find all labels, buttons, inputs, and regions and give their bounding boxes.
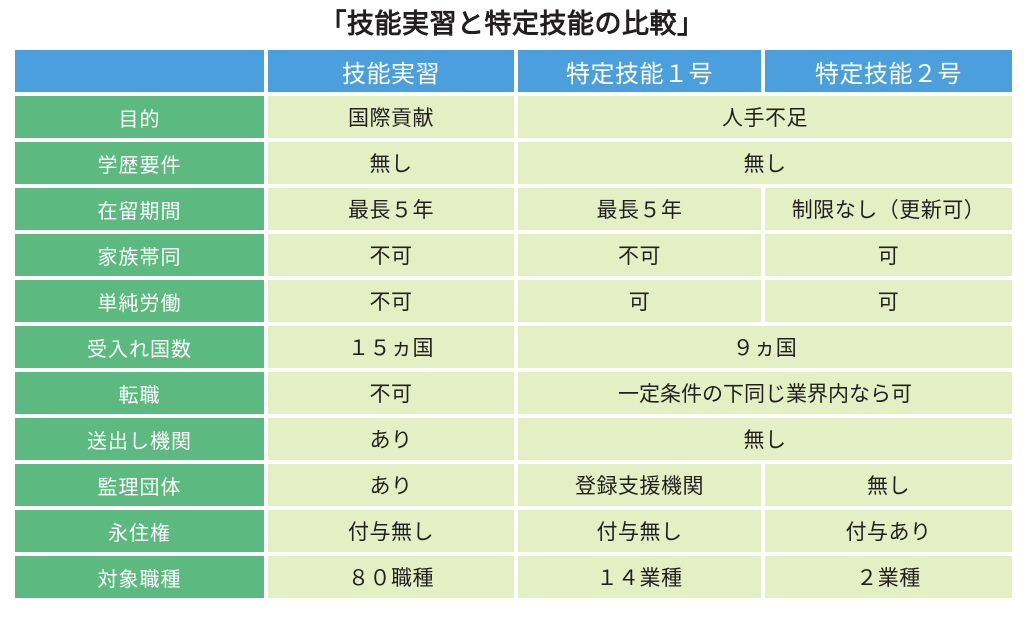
- table-header: 技能実習 特定技能１号 特定技能２号: [15, 50, 1012, 92]
- table-body: 目的 国際貢献 人手不足 学歴要件 無し 無し 在留期間 最長５年 最長５年 制限なし（更新可）家…: [15, 96, 1012, 598]
- table-cell: あり: [268, 464, 514, 506]
- table-cell: 不可: [518, 234, 761, 276]
- header-cell-ginou-jisshuu: 技能実習: [268, 50, 514, 92]
- row-label: 学歴要件: [15, 142, 264, 184]
- table-row: 単純労働 不可可可: [15, 280, 1012, 322]
- comparison-table: 技能実習 特定技能１号 特定技能２号 目的 国際貢献 人手不足 学歴要件 無し 無し 在留期…: [11, 46, 1016, 602]
- header-row: 技能実習 特定技能１号 特定技能２号: [15, 50, 1012, 92]
- row-label: 送出し機関: [15, 418, 264, 460]
- table-row: 学歴要件 無し 無し: [15, 142, 1012, 184]
- row-label: 受入れ国数: [15, 326, 264, 368]
- table-cell: 不可: [268, 280, 514, 322]
- table-row: 送出し機関 あり 無し: [15, 418, 1012, 460]
- table-cell: 無し: [518, 418, 1012, 460]
- table-cell: 可: [765, 280, 1012, 322]
- table-container: 技能実習 特定技能１号 特定技能２号 目的 国際貢献 人手不足 学歴要件 無し 無し 在留期…: [15, 46, 1012, 602]
- table-row: 目的 国際貢献 人手不足: [15, 96, 1012, 138]
- table-cell: 登録支援機関: [518, 464, 761, 506]
- table-cell: ９ヵ国: [518, 326, 1012, 368]
- table-cell: 不可: [268, 234, 514, 276]
- row-label: 単純労働: [15, 280, 264, 322]
- table-cell: 制限なし（更新可）: [765, 188, 1012, 230]
- table-cell: 人手不足: [518, 96, 1012, 138]
- table-cell: 無し: [268, 142, 514, 184]
- table-cell: 無し: [518, 142, 1012, 184]
- row-label: 在留期間: [15, 188, 264, 230]
- table-cell: 一定条件の下同じ業界内なら可: [518, 372, 1012, 414]
- table-row: 監理団体 あり 登録支援機関 無し: [15, 464, 1012, 506]
- page-title: 「技能実習と特定技能の比較」: [319, 9, 705, 40]
- row-label: 目的: [15, 96, 264, 138]
- table-row: 在留期間 最長５年 最長５年 制限なし（更新可）: [15, 188, 1012, 230]
- table-cell: 付与あり: [765, 510, 1012, 552]
- table-cell: ２業種: [765, 556, 1012, 598]
- row-label: 対象職種: [15, 556, 264, 598]
- table-cell: 可: [518, 280, 761, 322]
- header-cell-tokutei-1: 特定技能１号: [518, 50, 761, 92]
- table-cell: 最長５年: [268, 188, 514, 230]
- table-row: 受入れ国数 １５ヵ国 ９ヵ国: [15, 326, 1012, 368]
- table-cell: 付与無し: [268, 510, 514, 552]
- table-cell: あり: [268, 418, 514, 460]
- table-cell: １４業種: [518, 556, 761, 598]
- row-label: 転職: [15, 372, 264, 414]
- table-cell: 不可: [268, 372, 514, 414]
- header-cell-tokutei-2: 特定技能２号: [765, 50, 1012, 92]
- table-cell: 国際貢献: [268, 96, 514, 138]
- table-row: 対象職種 ８０職種 １４業種 ２業種: [15, 556, 1012, 598]
- table-cell: １５ヵ国: [268, 326, 514, 368]
- table-cell: 可: [765, 234, 1012, 276]
- table-cell: ８０職種: [268, 556, 514, 598]
- table-cell: 付与無し: [518, 510, 761, 552]
- table-row: 永住権 付与無し 付与無し 付与あり: [15, 510, 1012, 552]
- row-label: 監理団体: [15, 464, 264, 506]
- table-cell: 無し: [765, 464, 1012, 506]
- header-cell-blank: [15, 50, 264, 92]
- table-row: 転職 不可 一定条件の下同じ業界内なら可: [15, 372, 1012, 414]
- row-label: 永住権: [15, 510, 264, 552]
- table-row: 家族帯同 不可 不可可: [15, 234, 1012, 276]
- row-label: 家族帯同: [15, 234, 264, 276]
- table-cell: 最長５年: [518, 188, 761, 230]
